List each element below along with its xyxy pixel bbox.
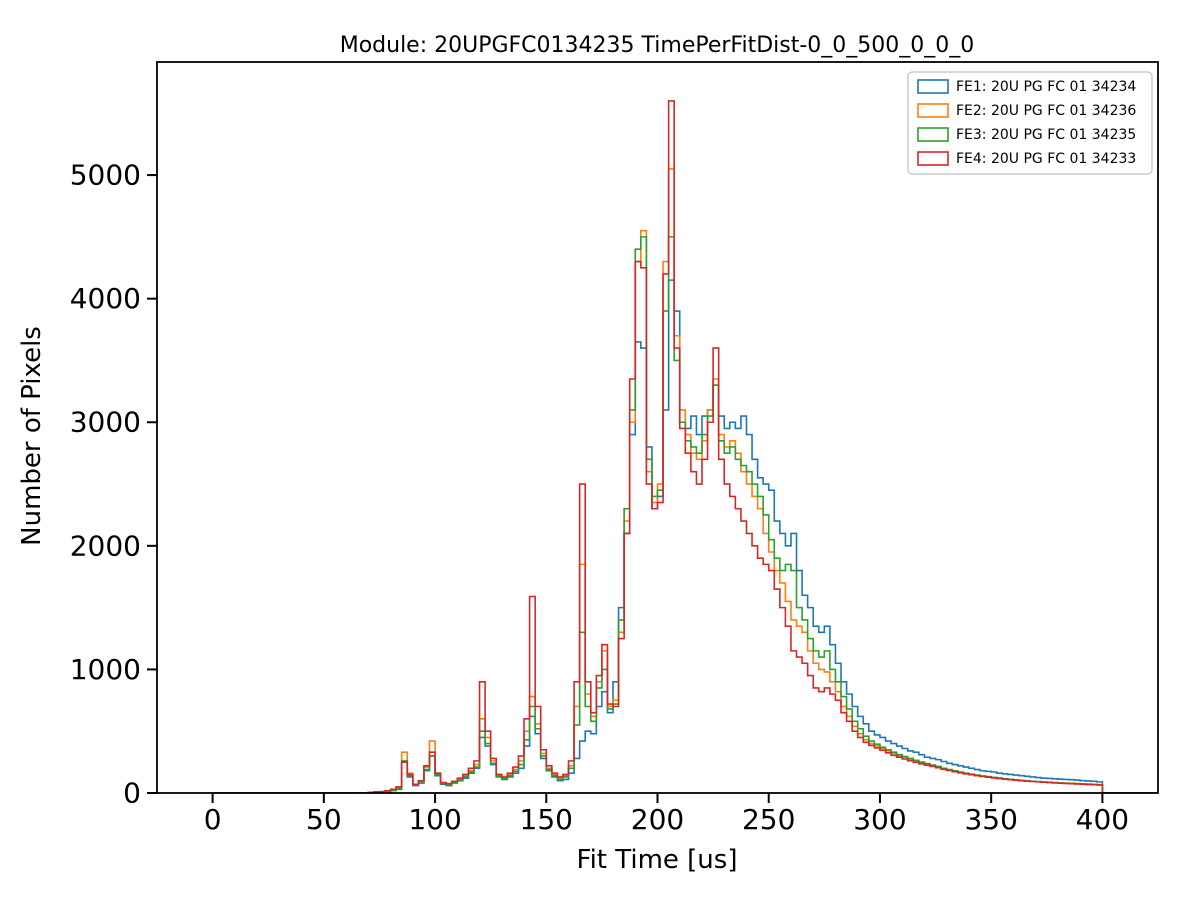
axes-background [157, 62, 1158, 793]
x-tick-label: 350 [964, 803, 1017, 836]
x-tick-label: 50 [306, 803, 342, 836]
y-tick-label: 3000 [70, 406, 141, 439]
x-tick-label: 100 [408, 803, 461, 836]
legend-label-fe4: FE4: 20U PG FC 01 34233 [956, 151, 1136, 167]
y-tick-label: 5000 [70, 159, 141, 192]
x-tick-label: 300 [853, 803, 906, 836]
x-tick-label: 250 [742, 803, 795, 836]
series-path-fe4 [212, 100, 1158, 793]
x-tick-label: 200 [631, 803, 684, 836]
legend-frame [907, 71, 1153, 175]
legend-label-fe1: FE1: 20U PG FC 01 34234 [956, 79, 1136, 95]
axes-frame [156, 61, 1159, 794]
x-tick-label: 150 [520, 803, 573, 836]
y-tick-label: 0 [123, 777, 141, 810]
legend-swatch-fe4 [917, 151, 949, 166]
legend: FE1: 20U PG FC 01 34234 FE2: 20U PG FC 01… [907, 71, 1153, 175]
legend-label-fe3: FE3: 20U PG FC 01 34235 [956, 127, 1136, 143]
y-tick-label: 1000 [70, 653, 141, 686]
y-axis-label: Number of Pixels [17, 326, 47, 546]
legend-swatch-fe3 [917, 127, 949, 142]
y-tick-label: 2000 [70, 529, 141, 562]
legend-swatch-fe2 [917, 103, 949, 118]
x-tick-label: 400 [1076, 803, 1129, 836]
chart-title: Module: 20UPGFC0134235 TimePerFitDist-0_… [340, 33, 975, 58]
legend-label-fe2: FE2: 20U PG FC 01 34236 [956, 103, 1136, 119]
x-tick-label: 0 [204, 803, 222, 836]
series-path-fe1 [212, 279, 1158, 793]
y-tick-label: 4000 [70, 282, 141, 315]
legend-swatch-fe1 [917, 79, 949, 94]
x-axis-label: Fit Time [us] [577, 845, 738, 875]
